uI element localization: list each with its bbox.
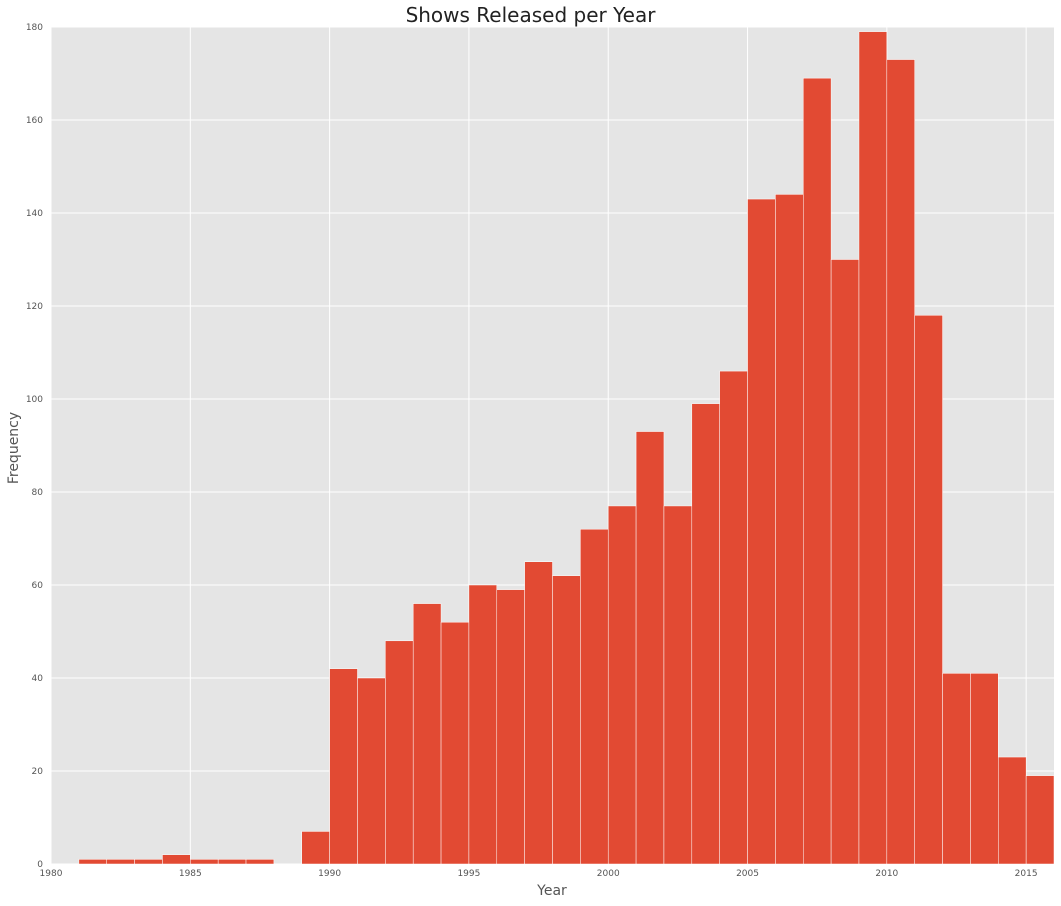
histogram-bar (245, 859, 275, 865)
y-axis-label: Frequency (6, 411, 22, 485)
histogram-bar (580, 528, 609, 865)
y-tick-label: 160 (26, 116, 43, 126)
bars (78, 31, 1055, 865)
histogram-bar (663, 505, 693, 865)
x-tick-label: 2010 (875, 869, 898, 879)
histogram-bar (468, 584, 498, 865)
y-tick-label: 100 (26, 395, 43, 405)
histogram-bar (970, 673, 999, 865)
y-tick-label: 0 (37, 860, 43, 870)
x-tick-label: 1995 (457, 869, 480, 879)
x-tick-label: 2015 (1015, 869, 1038, 879)
x-axis-label: Year (537, 883, 567, 899)
histogram-bar (747, 198, 776, 865)
y-tick-label: 20 (32, 767, 44, 777)
histogram-bar (691, 403, 720, 865)
histogram-bar (858, 31, 888, 865)
histogram-bar (385, 640, 414, 865)
y-tick-label: 80 (32, 488, 44, 498)
histogram-bar (607, 505, 637, 865)
x-tick-label: 1985 (179, 869, 202, 879)
histogram-bar (412, 603, 442, 865)
histogram-bar (106, 859, 135, 865)
chart-title: Shows Released per Year (405, 3, 656, 27)
y-tick-label: 120 (26, 302, 43, 312)
histogram-bar (357, 677, 386, 865)
histogram-bar (942, 673, 971, 865)
histogram-bar (134, 859, 163, 865)
histogram-bar (524, 561, 553, 865)
x-tick-label: 2000 (597, 869, 620, 879)
y-tick-label: 40 (32, 674, 44, 684)
y-tick-label: 60 (32, 581, 44, 591)
histogram-bar (914, 315, 943, 865)
y-tick-label: 180 (26, 23, 43, 33)
histogram-bar (217, 859, 247, 865)
histogram-bar (635, 431, 665, 865)
histogram-bar (78, 859, 107, 865)
y-axis-ticks: 0 20 40 60 80 100 120 140 160 180 (26, 23, 43, 870)
histogram-bar (552, 575, 581, 865)
histogram-bar (998, 756, 1027, 865)
x-axis-ticks: 1980 1985 1990 1995 2000 2005 2010 2015 (40, 869, 1038, 879)
histogram-bar (1025, 775, 1055, 865)
histogram-bar (329, 668, 358, 865)
histogram-bar (190, 859, 219, 865)
histogram-bar (496, 589, 525, 865)
histogram-bar (719, 370, 748, 865)
histogram-bar (886, 59, 915, 865)
histogram-bar (803, 77, 832, 865)
y-tick-label: 140 (26, 209, 43, 219)
histogram-bar (775, 194, 804, 865)
histogram-bar (162, 854, 191, 865)
x-tick-label: 1990 (318, 869, 341, 879)
histogram-bar (301, 831, 330, 865)
x-tick-label: 2005 (736, 869, 759, 879)
histogram-bar (440, 621, 470, 865)
histogram-bar (830, 259, 860, 865)
x-tick-label: 1980 (40, 869, 63, 879)
